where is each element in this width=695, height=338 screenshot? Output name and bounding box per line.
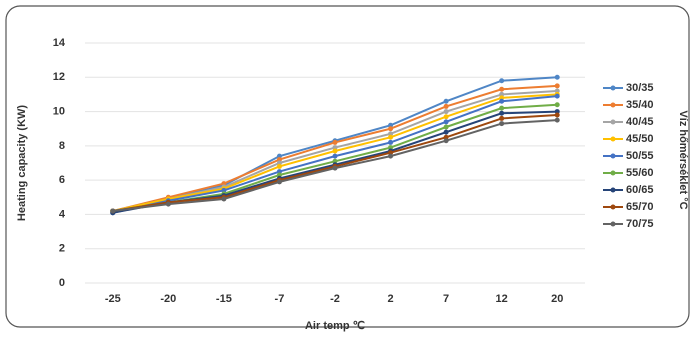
point (554, 117, 560, 123)
point (554, 83, 560, 89)
point (388, 150, 394, 156)
point (499, 91, 505, 97)
legend-marker (610, 85, 616, 91)
y-tick-label: 6 (59, 174, 65, 186)
point (443, 114, 449, 120)
y-tick-label: 8 (59, 140, 65, 152)
point (332, 158, 338, 164)
legend-label: 50/55 (626, 150, 654, 162)
legend-marker (610, 204, 616, 210)
legend-marker (610, 187, 616, 193)
x-tick-label: 2 (387, 293, 393, 305)
x-tick-label: 12 (496, 293, 508, 305)
y-tick-label: 10 (53, 105, 65, 117)
legend-marker (610, 170, 616, 176)
point (388, 131, 394, 137)
x-tick-label: -7 (275, 293, 285, 305)
point (165, 201, 171, 207)
point (499, 78, 505, 84)
point (276, 172, 282, 178)
point (388, 122, 394, 128)
x-tick-label: -2 (330, 293, 340, 305)
point (388, 134, 394, 140)
point (443, 138, 449, 144)
point (443, 103, 449, 109)
point (443, 98, 449, 104)
legend-label: 70/75 (626, 218, 654, 230)
legend-marker (610, 102, 616, 108)
point (554, 102, 560, 108)
point (443, 109, 449, 115)
point (554, 88, 560, 94)
legend-label: 65/70 (626, 201, 654, 213)
chart-frame (5, 5, 690, 328)
point (276, 157, 282, 163)
point (499, 105, 505, 111)
x-tick-label: 20 (551, 293, 563, 305)
point (554, 112, 560, 118)
point (276, 153, 282, 159)
point (443, 129, 449, 135)
point (443, 134, 449, 140)
point (499, 115, 505, 121)
point (554, 93, 560, 99)
legend-marker (610, 119, 616, 125)
x-axis-label: Air temp ℃ (305, 320, 365, 332)
point (276, 163, 282, 169)
legend-label: 55/60 (626, 167, 654, 179)
y-tick-label: 14 (53, 37, 66, 49)
point (221, 187, 227, 193)
point (332, 153, 338, 159)
x-tick-label: -15 (216, 293, 232, 305)
y-tick-label: 12 (53, 71, 65, 83)
point (499, 121, 505, 127)
x-tick-label: 7 (443, 293, 449, 305)
y-tick-label: 2 (59, 243, 65, 255)
point (499, 95, 505, 101)
point (276, 179, 282, 185)
legend-marker (610, 221, 616, 227)
legend-label: 40/45 (626, 116, 654, 128)
legend-label: 45/50 (626, 133, 654, 145)
point (221, 196, 227, 202)
point (388, 153, 394, 159)
point (332, 145, 338, 151)
point (443, 119, 449, 125)
y-axis-label: Heating capacity (KW) (16, 105, 28, 221)
legend-title: Víz hőmérséklet °C (677, 110, 689, 209)
legend-label: 60/65 (626, 184, 654, 196)
point (499, 98, 505, 104)
point (276, 169, 282, 175)
point (332, 139, 338, 145)
point (276, 160, 282, 166)
x-tick-label: -20 (160, 293, 176, 305)
point (499, 86, 505, 92)
point (388, 139, 394, 145)
point (554, 109, 560, 115)
point (499, 110, 505, 116)
legend-marker (610, 153, 616, 159)
point (388, 145, 394, 151)
point (221, 181, 227, 187)
legend-label: 30/35 (626, 82, 654, 94)
legend-marker (610, 136, 616, 142)
point (110, 208, 116, 214)
point (554, 74, 560, 80)
point (332, 165, 338, 171)
y-tick-label: 4 (59, 208, 66, 220)
legend-label: 35/40 (626, 99, 654, 111)
point (443, 124, 449, 130)
point (388, 126, 394, 132)
y-tick-label: 0 (59, 277, 65, 289)
point (332, 148, 338, 154)
x-tick-label: -25 (105, 293, 121, 305)
